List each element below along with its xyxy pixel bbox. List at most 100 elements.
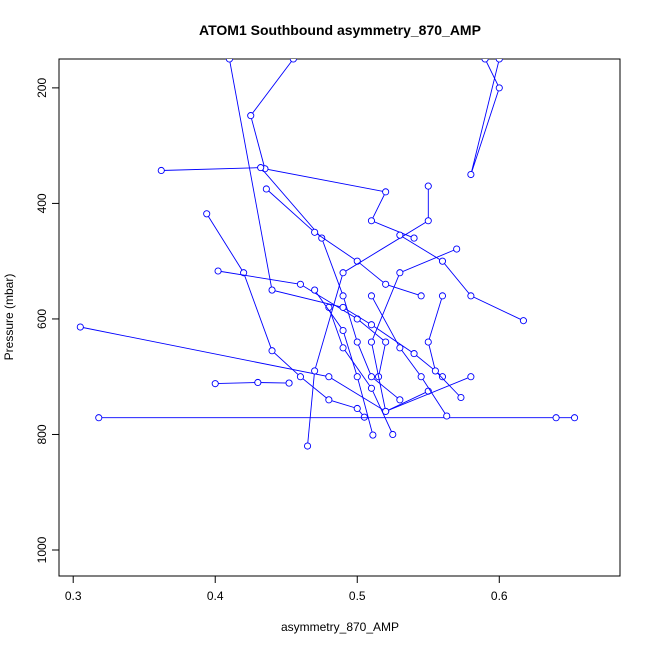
data-point (424, 338, 432, 346)
chart-title: ATOM1 Southbound asymmetry_870_AMP (199, 22, 481, 38)
data-point (240, 269, 248, 277)
series-11 (467, 59, 503, 179)
data-point (247, 112, 255, 120)
series-line (161, 167, 401, 401)
data-point (296, 373, 304, 381)
data-point (303, 442, 312, 450)
series-16 (325, 303, 397, 439)
data-point (289, 59, 297, 63)
data-point (396, 269, 404, 277)
series-line (80, 326, 429, 412)
series-14 (424, 292, 465, 402)
y-axis: 200 400 600 800 1000 (35, 78, 59, 563)
series-line (328, 307, 394, 435)
series-layer (76, 59, 579, 450)
data-point (367, 321, 376, 329)
data-point (382, 188, 390, 196)
series-line (206, 213, 365, 418)
series-line (470, 59, 500, 175)
data-point (339, 292, 347, 300)
data-point (369, 431, 377, 439)
series-10 (303, 182, 432, 450)
series-line (427, 295, 462, 398)
data-point (467, 292, 475, 300)
data-point (382, 280, 390, 288)
data-point (285, 379, 293, 387)
x-axis: 0.3 0.4 0.5 0.6 (65, 576, 508, 603)
data-point (424, 217, 432, 225)
series-7 (211, 378, 293, 388)
series-line (371, 295, 448, 417)
data-point (367, 338, 376, 346)
data-point (225, 59, 233, 63)
series-4 (214, 267, 390, 381)
series-13 (396, 231, 527, 325)
series-2 (157, 164, 404, 404)
data-point (311, 228, 319, 236)
data-point (339, 344, 347, 352)
data-point (360, 413, 368, 421)
series-1 (247, 59, 418, 242)
data-point (353, 257, 361, 265)
data-point (268, 347, 276, 355)
data-point (424, 182, 432, 190)
data-point (481, 59, 489, 63)
y-tick-label: 600 (35, 309, 49, 329)
data-point (410, 234, 418, 242)
data-point (396, 231, 404, 239)
data-point (457, 393, 465, 402)
x-axis-label: asymmetry_870_AMP (281, 620, 399, 634)
data-point (268, 286, 276, 294)
data-point (367, 373, 376, 381)
data-point (438, 257, 447, 265)
data-point (339, 269, 347, 277)
data-point (396, 344, 404, 352)
data-point (262, 185, 270, 193)
data-point (495, 84, 503, 92)
data-point (367, 384, 376, 392)
data-point (325, 396, 333, 404)
data-point (367, 217, 376, 225)
series-line (215, 382, 290, 385)
data-point (453, 245, 461, 253)
series-15 (367, 292, 451, 420)
data-point (519, 317, 527, 325)
data-point (367, 292, 376, 300)
data-point (389, 430, 397, 439)
data-point (438, 373, 447, 381)
series-9 (262, 185, 425, 300)
series-line (371, 248, 472, 413)
series-12 (367, 245, 475, 415)
series-3 (203, 210, 368, 421)
data-point (410, 350, 418, 358)
data-point (431, 367, 439, 375)
data-point (417, 292, 425, 300)
data-point (76, 323, 84, 331)
data-point (571, 414, 579, 422)
y-tick-label: 400 (35, 193, 49, 213)
x-tick-label: 0.4 (207, 589, 224, 603)
data-point (203, 210, 211, 218)
data-point (157, 166, 165, 175)
x-tick-label: 0.3 (65, 589, 82, 603)
series-line (266, 188, 422, 297)
data-point (339, 326, 347, 335)
plot-frame (58, 58, 621, 577)
series-17 (311, 286, 377, 439)
data-point (353, 404, 361, 413)
data-point (382, 338, 390, 346)
data-point (311, 286, 319, 294)
series-line (250, 59, 415, 239)
series-8 (225, 59, 447, 381)
data-point (325, 373, 333, 381)
data-point (254, 378, 262, 387)
data-point (353, 315, 361, 323)
y-tick-label: 200 (35, 78, 49, 98)
data-point (211, 380, 219, 388)
data-point (467, 373, 475, 381)
data-point (257, 164, 265, 172)
data-point (417, 373, 425, 381)
series-line (228, 59, 443, 378)
data-point (311, 367, 319, 375)
data-point (438, 292, 447, 300)
